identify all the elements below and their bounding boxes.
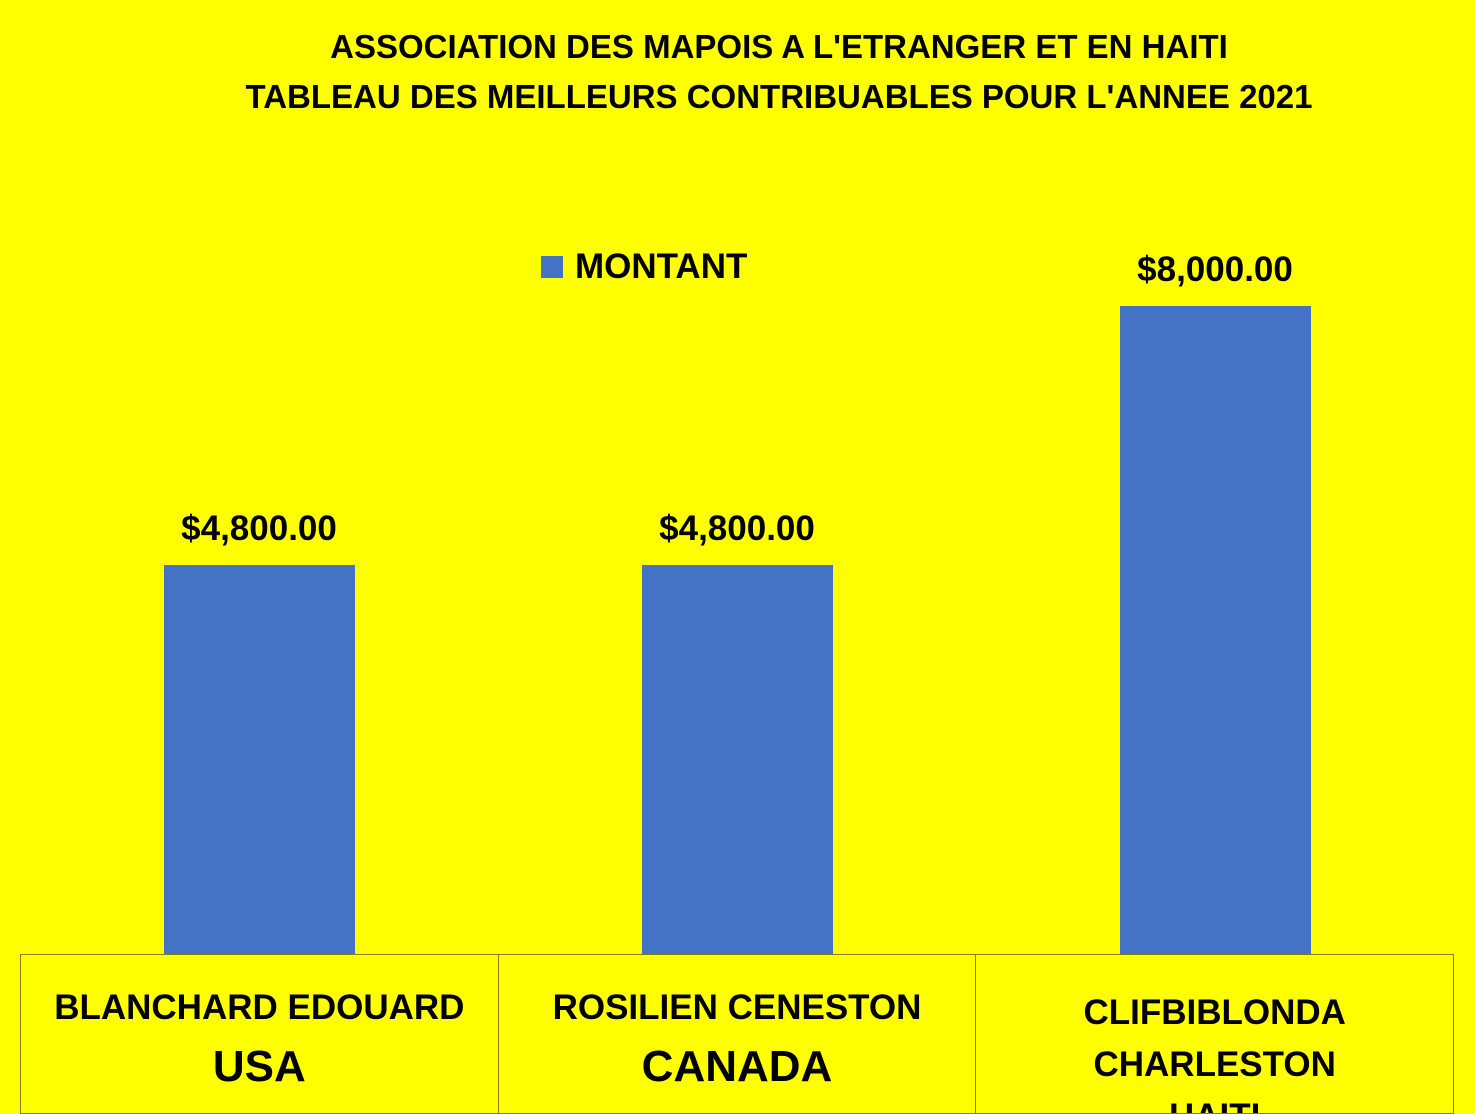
data-label-2: $4,800.00: [659, 509, 815, 549]
category-line-2: CHARLESTON: [1093, 1045, 1336, 1084]
bar-3: [1119, 305, 1311, 954]
data-label-1: $4,800.00: [181, 509, 337, 549]
chart-title: ASSOCIATION DES MAPOIS A L'ETRANGER ET E…: [0, 22, 1475, 122]
category-country: CANADA: [641, 1042, 833, 1091]
bar-2: [641, 565, 833, 954]
chart-title-line-1: ASSOCIATION DES MAPOIS A L'ETRANGER ET E…: [330, 28, 1228, 65]
category-cell-2: ROSILIEN CENESTON CANADA: [499, 955, 977, 1113]
category-line-3: HAITI: [976, 1091, 1453, 1113]
category-line-1: CLIFBIBLONDA: [1083, 993, 1346, 1032]
data-label-3: $8,000.00: [1137, 249, 1293, 289]
category-cell-1: BLANCHARD EDOUARD USA: [21, 955, 499, 1113]
legend-swatch: [541, 256, 563, 278]
category-axis-table: BLANCHARD EDOUARD USA ROSILIEN CENESTON …: [20, 954, 1454, 1114]
category-country: USA: [212, 1042, 306, 1091]
bar-1: [163, 565, 355, 954]
category-name: ROSILIEN CENESTON: [552, 988, 922, 1027]
legend: MONTANT: [541, 246, 747, 288]
category-lines: CLIFBIBLONDA CHARLESTON HAITI: [976, 987, 1453, 1113]
category-cell-3: CLIFBIBLONDA CHARLESTON HAITI: [976, 955, 1453, 1113]
legend-label: MONTANT: [575, 247, 748, 286]
chart-title-line-2: TABLEAU DES MEILLEURS CONTRIBUABLES POUR…: [245, 78, 1313, 115]
category-name: BLANCHARD EDOUARD: [54, 988, 465, 1027]
